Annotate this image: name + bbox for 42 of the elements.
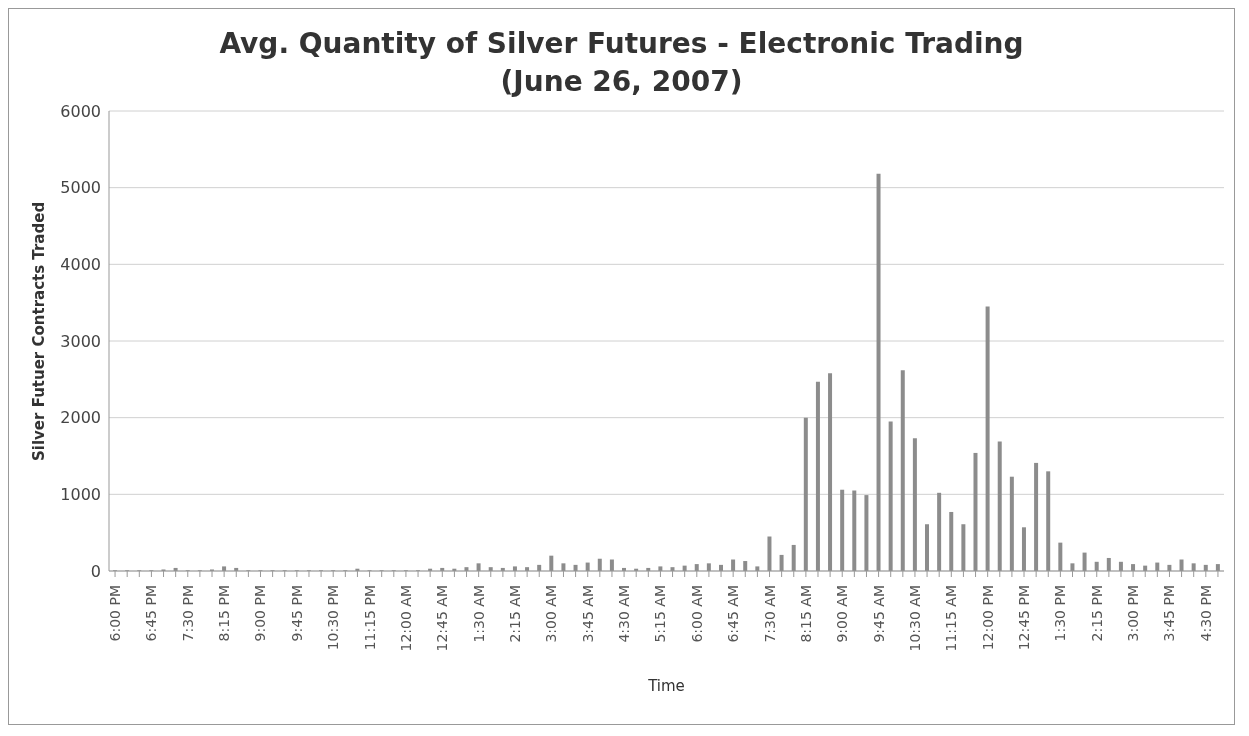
y-tick-label: 2000 [60,408,101,428]
x-tick-label: 3:00 AM [543,585,560,643]
y-tick-label: 4000 [60,255,101,275]
x-tick-label: 3:00 PM [1125,585,1142,642]
x-tick-label: 12:45 AM [434,585,451,652]
x-tick-label: 7:30 PM [179,585,196,642]
x-tick-label: 6:45 AM [725,585,742,643]
y-tick-label: 0 [90,561,101,581]
x-tick-label: 8:15 PM [216,585,233,642]
x-tick-label: 11:15 PM [361,585,378,651]
x-tick-label: 9:45 PM [288,585,305,642]
y-tick-label: 3000 [60,331,101,351]
x-tick-label: 9:45 AM [870,585,887,643]
x-axis-title: Time [647,677,685,695]
x-tick-label: 6:00 AM [688,585,705,643]
x-tick-label: 3:45 PM [1161,585,1178,642]
x-tick-label: 10:30 PM [325,585,342,651]
x-tick-label: 9:00 AM [834,585,851,643]
chart-title: Avg. Quantity of Silver Futures - Electronic Trading [218,26,1025,62]
x-tick-label: 5:15 AM [652,585,669,643]
x-tick-label: 11:15 AM [943,585,960,652]
x-tick-label: 4:30 AM [616,585,633,643]
x-tick-label: 1:30 PM [1052,585,1069,642]
x-tick-label: 4:30 PM [1197,585,1214,642]
x-tick-label: 12:00 PM [979,585,996,651]
x-tick-label: 2:15 PM [1088,585,1105,642]
x-tick-label: 6:00 PM [107,585,124,642]
x-tick-label: 8:15 AM [797,585,814,643]
y-tick-label: 6000 [60,101,101,121]
x-tick-label: 12:45 PM [1016,585,1033,651]
x-tick-label: 10:30 AM [906,585,923,652]
x-tick-label: 6:45 PM [143,585,160,642]
x-tick-label: 3:45 AM [579,585,596,643]
x-tick-label: 1:30 AM [470,585,487,643]
x-tick-label: 9:00 PM [252,585,269,642]
y-axis-title: Silver Futuer Contracts Traded [30,201,49,461]
x-tick-label: 2:15 AM [507,585,524,643]
y-tick-label: 5000 [60,178,101,198]
x-tick-label: 7:30 AM [761,585,778,643]
chart-subtitle: (June 26, 2007) [499,64,744,100]
x-tick-label: 12:00 AM [397,585,414,652]
y-tick-label: 1000 [60,485,101,505]
